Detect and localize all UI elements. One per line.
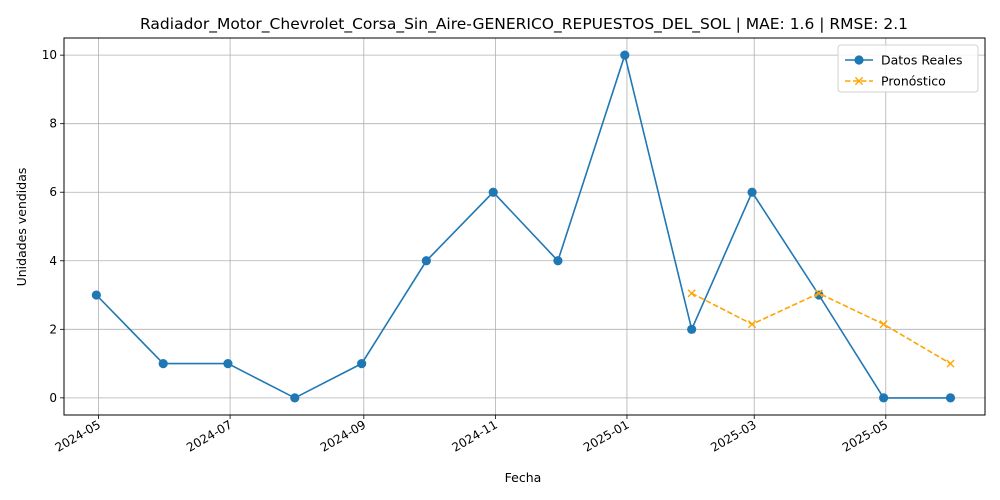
data-point (421, 256, 431, 266)
y-tick-label: 10 (42, 48, 57, 62)
plot-frame (63, 37, 986, 416)
series-layer (91, 50, 956, 403)
data-point (620, 50, 630, 60)
x-tick-label: 2024-11 (449, 417, 499, 454)
data-point (553, 256, 563, 266)
legend-marker (854, 55, 864, 65)
legend-label: Pronóstico (881, 74, 946, 89)
x-tick-label: 2025-03 (708, 417, 758, 454)
data-point (158, 358, 168, 369)
x-tick-label: 2024-09 (318, 417, 368, 454)
forecast-point (946, 359, 955, 368)
forecast-point (879, 320, 888, 329)
series-line-datos-reales (95, 52, 951, 399)
x-tick-label: 2025-01 (581, 417, 631, 454)
legend-label: Datos Reales (881, 53, 962, 68)
y-tick-label: 6 (49, 185, 57, 199)
grid-lines (64, 38, 985, 415)
y-axis: 0 2 4 6 8 10 (42, 48, 64, 405)
data-point (91, 290, 101, 300)
data-point (488, 187, 498, 197)
data-point (945, 393, 956, 403)
data-point (290, 393, 300, 403)
y-axis-label: Unidades vendidas (14, 168, 29, 287)
series-line-pron-stico (691, 292, 951, 365)
data-point (357, 358, 367, 369)
forecast-point (814, 289, 824, 298)
data-point (814, 290, 824, 300)
x-tick-label: 2024-07 (184, 417, 234, 454)
chart-title: Radiador_Motor_Chevrolet_Corsa_Sin_Aire-… (140, 15, 908, 34)
x-tick-label: 2025-05 (840, 417, 890, 454)
y-tick-label: 2 (49, 322, 57, 336)
data-point (223, 358, 233, 369)
data-point (747, 187, 757, 197)
legend: Datos Reales Pronóstico (837, 44, 979, 93)
legend-marker (854, 76, 864, 86)
y-tick-label: 0 (49, 391, 57, 405)
data-point (687, 324, 697, 334)
forecast-point (747, 320, 757, 329)
x-axis-label: Fecha (505, 470, 542, 485)
x-axis: 2024-05 2024-07 2024-09 2024-11 2025-01 2025-… (53, 415, 890, 455)
x-tick-label: 2024-05 (53, 417, 103, 454)
data-point (879, 393, 889, 403)
y-tick-label: 4 (49, 254, 57, 268)
forecast-point (687, 289, 696, 298)
y-tick-label: 8 (49, 117, 57, 131)
